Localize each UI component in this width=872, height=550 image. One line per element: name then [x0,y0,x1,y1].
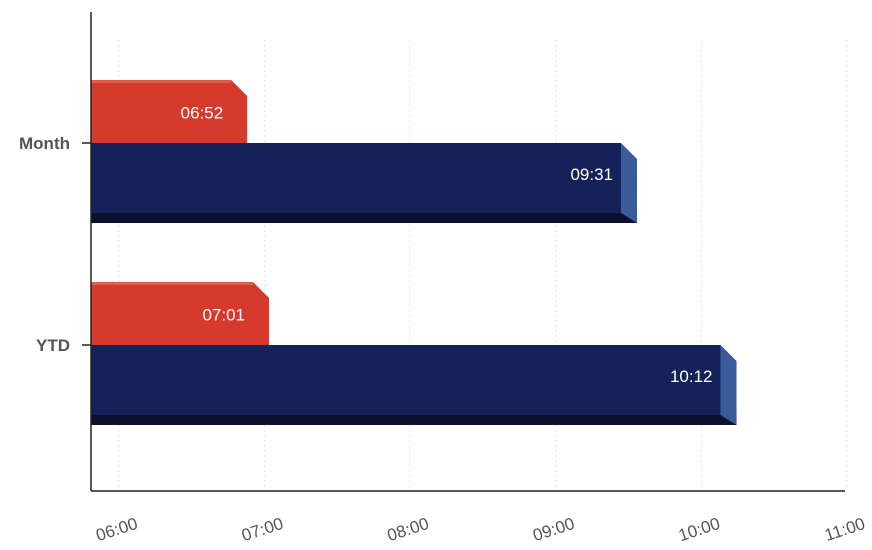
bar-series-2-shadow [91,213,638,223]
x-tick-label: 10:00 [676,514,722,545]
x-tick-label: 09:00 [530,514,576,545]
x-tick-label: 06:00 [94,514,140,545]
x-tick-label: 08:00 [385,514,431,545]
axis-layer [82,12,845,492]
bar-value-label: 07:01 [202,306,245,325]
bar-series-1-highlight [91,80,232,83]
bar-value-label: 09:31 [570,165,613,184]
bar-value-label: 06:52 [181,104,224,123]
bar-series-2-side [621,143,638,223]
bar-series-1 [91,80,248,145]
category-label: YTD [36,336,70,355]
bar-series-2 [91,345,721,415]
bar-series-2-side [720,345,737,425]
bar-series-2-shadow [91,415,737,425]
bar-value-label: 10:12 [670,367,713,386]
category-label: Month [19,134,70,153]
x-tick-label: 07:00 [239,514,285,545]
bars-layer [91,80,737,425]
bar-series-1-highlight [91,282,254,285]
x-tick-label: 11:00 [822,514,867,545]
bar-series-2 [91,143,622,213]
bar-series-1 [91,282,270,347]
